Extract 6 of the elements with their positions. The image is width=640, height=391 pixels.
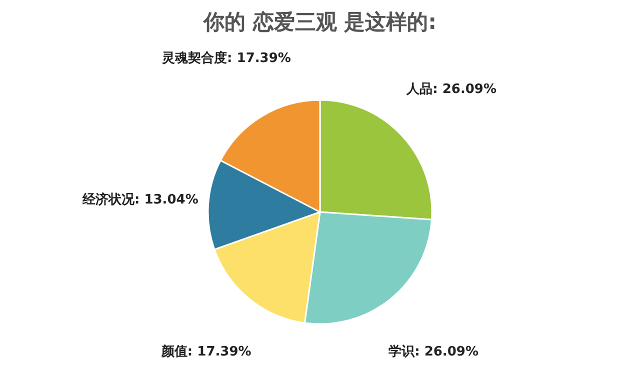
slice-label: 经济状况: 13.04% [81,192,198,208]
slice-label: 学识: 26.09% [388,344,478,360]
slice-label: 人品: 26.09% [406,82,496,98]
slice-label: 灵魂契合度: 17.39% [161,50,291,66]
chart-title: 你的 恋爱三观 是这样的: [202,10,437,34]
slice-label: 颜值: 17.39% [160,344,252,360]
